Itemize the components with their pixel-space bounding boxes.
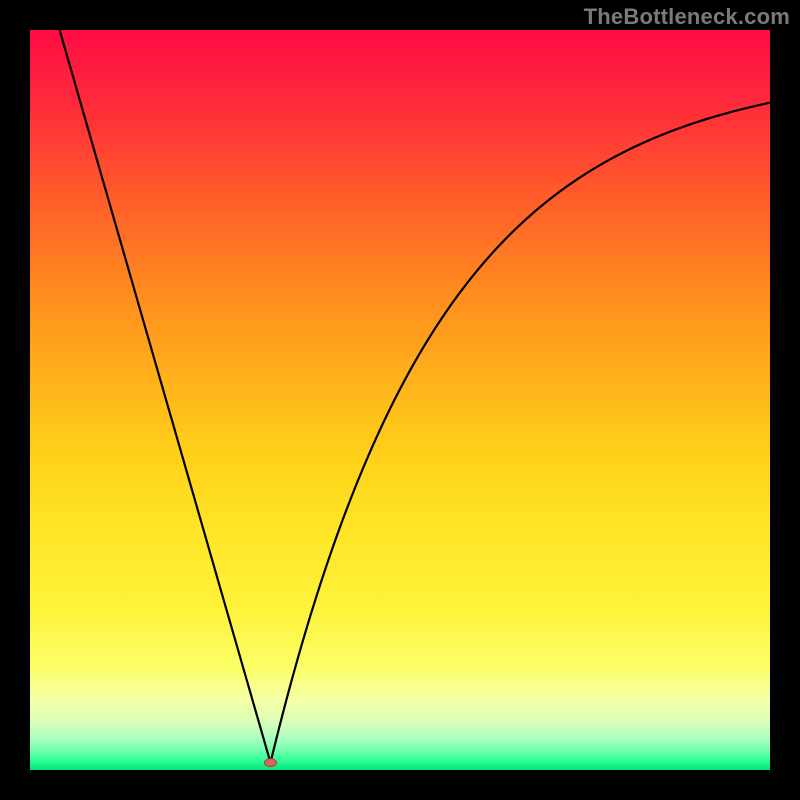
minimum-marker: [265, 759, 277, 767]
bottleneck-curve: [60, 30, 770, 763]
watermark-text: TheBottleneck.com: [584, 4, 790, 30]
chart-frame: TheBottleneck.com: [0, 0, 800, 800]
curve-layer: [30, 30, 770, 770]
